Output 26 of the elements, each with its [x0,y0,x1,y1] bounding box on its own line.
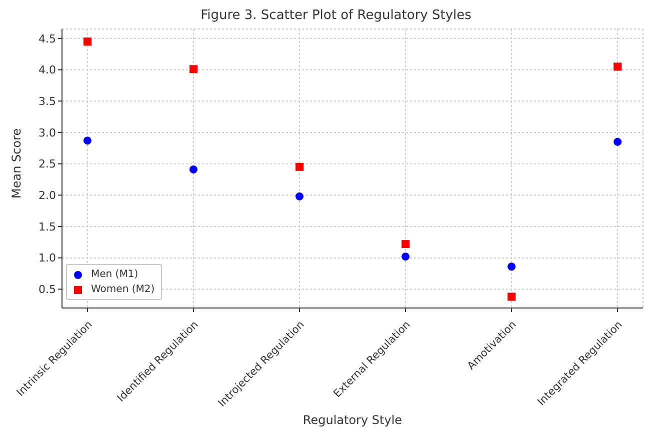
point [189,65,198,74]
y-tick-label: 2.5 [38,158,56,171]
point [614,138,622,146]
y-tick-label: 4.5 [38,32,56,46]
point [508,262,516,271]
y-axis-title: Mean Score [9,128,24,198]
legend-label: Women (M2) [91,283,155,297]
y-tick-label: 1.5 [38,220,56,234]
point [402,240,410,248]
point [508,292,516,301]
x-axis-title: Regulatory Style [302,413,402,427]
y-tick-label: 0.5 [38,283,56,296]
point [83,136,92,145]
point [614,62,622,71]
y-tick-label: 4.0 [38,64,56,77]
y-tick-label: 1.0 [38,252,56,265]
chart-title: Figure 3. Scatter Plot of Regulatory Styles [200,8,472,23]
point [189,165,198,174]
point [295,162,304,171]
legend-label: Men (M1) [91,268,138,282]
y-tick-label: 3.5 [38,95,56,108]
point [402,252,410,261]
point [295,192,304,200]
y-tick-label: 2.0 [38,189,56,202]
point [83,38,92,46]
y-tick-label: 3.0 [38,126,56,140]
